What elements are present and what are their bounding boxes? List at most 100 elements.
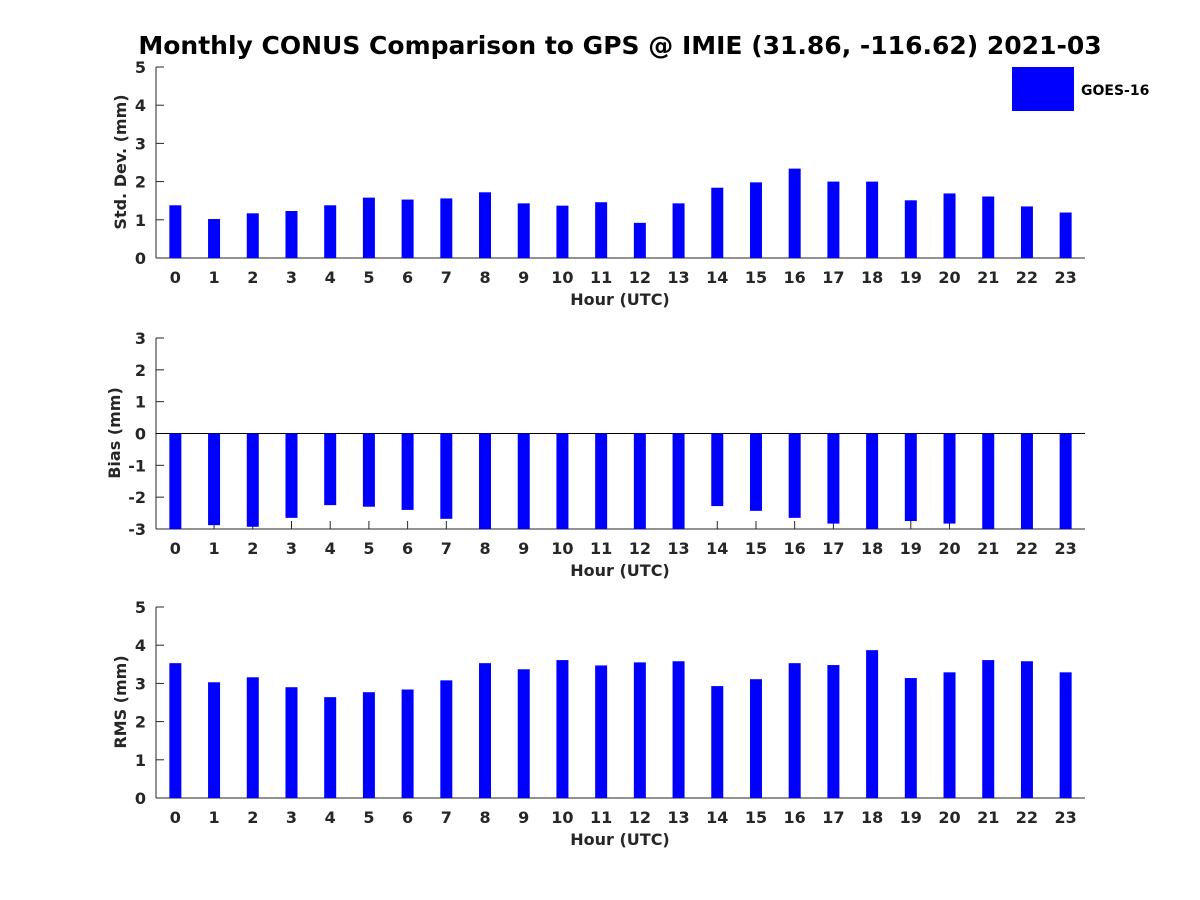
std-dev-y-tick-label: 0: [135, 249, 146, 268]
bias-x-tick-label: 15: [745, 539, 767, 558]
bias-xlabel: Hour (UTC): [570, 561, 670, 580]
chart-title: Monthly CONUS Comparison to GPS @ IMIE (…: [138, 31, 1101, 60]
rms-x-tick-label: 16: [784, 808, 806, 827]
bias-x-tick-label: 23: [1055, 539, 1077, 558]
rms-x-tick-label: 22: [1016, 808, 1038, 827]
bias-bar: [1059, 433, 1072, 529]
rms-bar: [1020, 661, 1033, 798]
bias-x-tick-label: 18: [861, 539, 883, 558]
std-dev-xlabel: Hour (UTC): [570, 290, 670, 309]
rms-x-tick-label: 18: [861, 808, 883, 827]
std-dev-y-tick-label: 5: [135, 58, 146, 77]
std-dev-x-tick-label: 3: [286, 268, 297, 287]
bias-x-tick-label: 14: [706, 539, 728, 558]
rms-bar: [595, 665, 608, 798]
bias-bar: [517, 433, 530, 529]
bias-x-tick-label: 20: [938, 539, 960, 558]
std-dev-bar: [595, 202, 608, 258]
bias-x-tick-label: 1: [208, 539, 219, 558]
bias-x-tick-label: 19: [900, 539, 922, 558]
std-dev-x-tick-label: 5: [363, 268, 374, 287]
rms-y-tick-label: 5: [135, 598, 146, 617]
std-dev-x-tick-label: 2: [247, 268, 258, 287]
std-dev-y-tick-label: 3: [135, 134, 146, 153]
std-dev-x-tick-label: 4: [325, 268, 336, 287]
std-dev-bar: [556, 205, 569, 258]
std-dev-x-tick-label: 22: [1016, 268, 1038, 287]
rms-x-tick-label: 20: [938, 808, 960, 827]
std-dev-bar: [1020, 206, 1033, 258]
rms-bar: [866, 650, 879, 798]
rms-bar: [208, 682, 221, 798]
bias-bar: [479, 433, 492, 529]
rms-x-tick-label: 5: [363, 808, 374, 827]
std-dev-bar: [1059, 212, 1072, 258]
rms-x-tick-label: 2: [247, 808, 258, 827]
std-dev-bar: [362, 197, 375, 258]
std-dev-x-tick-label: 18: [861, 268, 883, 287]
bias-bar: [246, 433, 259, 527]
legend-label: GOES-16: [1081, 83, 1149, 99]
rms-x-tick-label: 8: [479, 808, 490, 827]
std-dev-x-tick-label: 6: [402, 268, 413, 287]
rms-x-tick-label: 13: [667, 808, 689, 827]
bias-bar: [749, 433, 762, 511]
rms-x-tick-label: 7: [441, 808, 452, 827]
std-dev-bar: [904, 200, 917, 258]
bias-bar: [362, 433, 375, 507]
std-dev-x-tick-label: 7: [441, 268, 452, 287]
std-dev-bar: [749, 182, 762, 258]
std-dev-x-tick-label: 15: [745, 268, 767, 287]
bias-bar: [711, 433, 724, 507]
std-dev-bar: [285, 211, 298, 258]
std-dev-bar: [788, 168, 801, 258]
bias-bar: [904, 433, 917, 522]
std-dev-x-tick-label: 0: [170, 268, 181, 287]
bias-bar: [169, 433, 182, 529]
bias-bar: [827, 433, 840, 524]
bias-x-tick-label: 3: [286, 539, 297, 558]
rms-x-tick-label: 17: [822, 808, 844, 827]
rms-bar: [479, 663, 492, 798]
bias-bar: [440, 433, 453, 519]
std-dev-x-tick-label: 11: [590, 268, 612, 287]
std-dev-x-tick-label: 1: [208, 268, 219, 287]
bias-x-tick-label: 8: [479, 539, 490, 558]
std-dev-bar: [401, 199, 414, 258]
bias-x-tick-label: 10: [551, 539, 573, 558]
bias-y-tick-label: -2: [128, 488, 146, 507]
bias-x-tick-label: 12: [629, 539, 651, 558]
rms-bar: [672, 661, 685, 798]
rms-bar: [285, 687, 298, 798]
bias-bar: [208, 433, 221, 526]
rms-x-tick-label: 15: [745, 808, 767, 827]
bias-bar: [982, 433, 995, 529]
bias-x-tick-label: 9: [518, 539, 529, 558]
bias-x-tick-label: 21: [977, 539, 999, 558]
std-dev-x-tick-label: 14: [706, 268, 728, 287]
rms-x-tick-label: 23: [1055, 808, 1077, 827]
bias-bar: [324, 433, 337, 506]
std-dev-y-tick-label: 4: [135, 96, 146, 115]
bias-y-tick-label: -1: [128, 456, 146, 475]
bias-x-tick-label: 7: [441, 539, 452, 558]
rms-x-tick-label: 14: [706, 808, 728, 827]
bias-y-tick-label: 0: [135, 425, 146, 444]
rms-x-tick-label: 12: [629, 808, 651, 827]
rms-y-tick-label: 0: [135, 789, 146, 808]
bias-x-tick-label: 5: [363, 539, 374, 558]
std-dev-bar: [633, 222, 646, 258]
bias-bar: [1020, 433, 1033, 529]
std-dev-y-tick-label: 1: [135, 211, 146, 230]
std-dev-bar: [169, 205, 182, 258]
std-dev-x-tick-label: 8: [479, 268, 490, 287]
bias-x-tick-label: 13: [667, 539, 689, 558]
bias-y-tick-label: 2: [135, 361, 146, 380]
std-dev-bar: [982, 196, 995, 258]
std-dev-y-tick-label: 2: [135, 173, 146, 192]
std-dev-ylabel: Std. Dev. (mm): [111, 94, 130, 229]
rms-x-tick-label: 9: [518, 808, 529, 827]
